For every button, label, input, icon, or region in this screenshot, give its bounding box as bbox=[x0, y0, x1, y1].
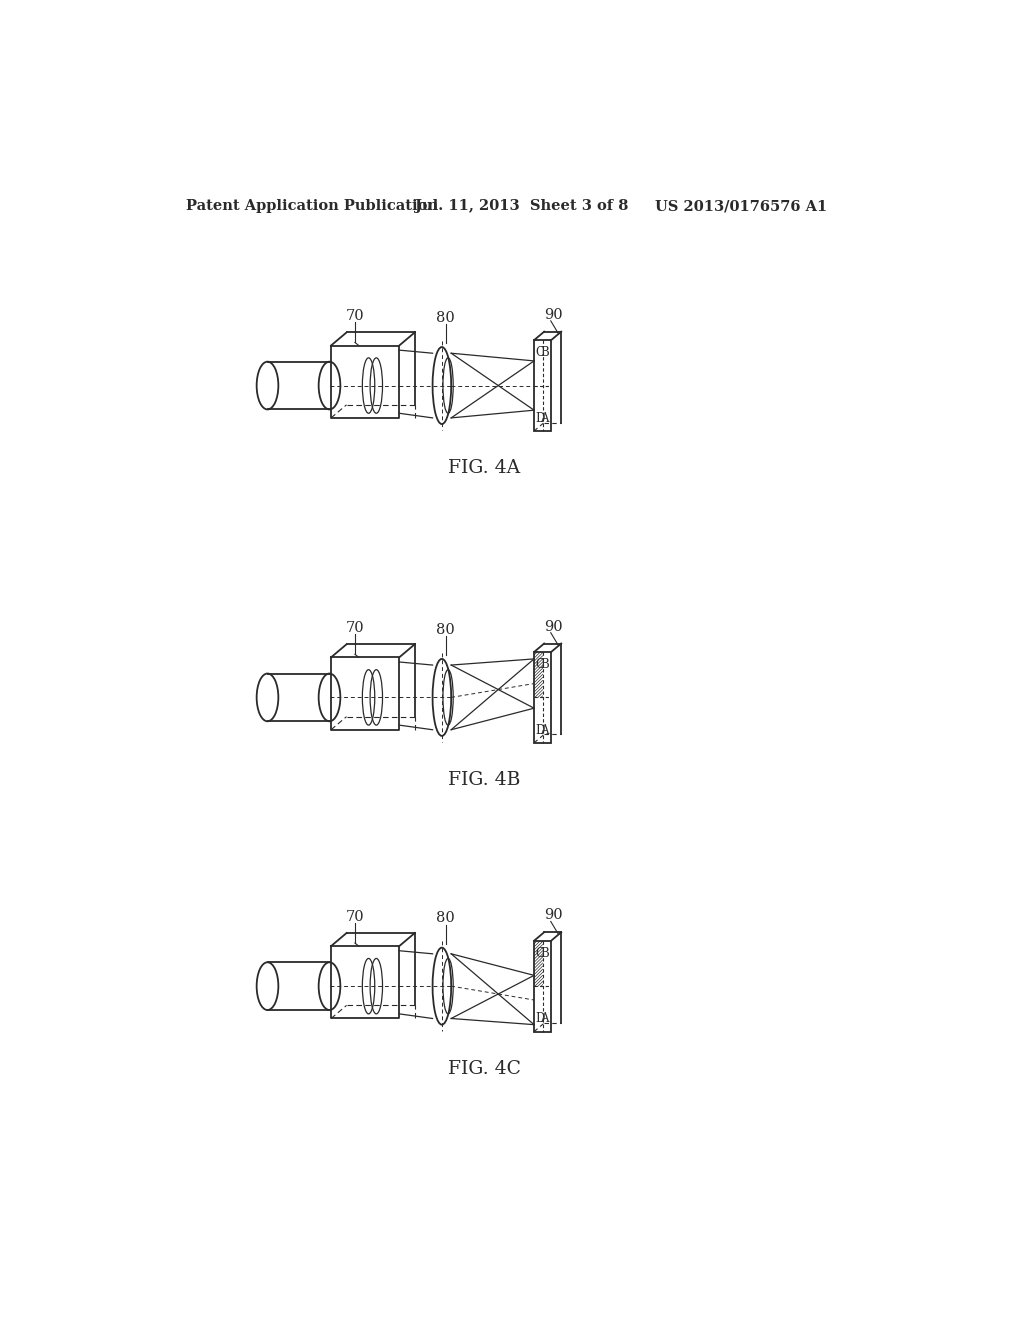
Text: 70: 70 bbox=[346, 622, 365, 635]
Text: 80: 80 bbox=[436, 623, 455, 636]
Text: C: C bbox=[536, 659, 545, 671]
Text: Jul. 11, 2013  Sheet 3 of 8: Jul. 11, 2013 Sheet 3 of 8 bbox=[415, 199, 628, 213]
Text: US 2013/0176576 A1: US 2013/0176576 A1 bbox=[655, 199, 827, 213]
Text: D: D bbox=[536, 412, 545, 425]
Text: A: A bbox=[541, 723, 549, 737]
Bar bbox=[535, 652, 551, 743]
Text: FIG. 4A: FIG. 4A bbox=[449, 459, 520, 477]
Text: 90: 90 bbox=[545, 908, 563, 923]
Bar bbox=[535, 941, 551, 1032]
Text: 70: 70 bbox=[346, 309, 365, 323]
Text: 70: 70 bbox=[346, 909, 365, 924]
Text: D: D bbox=[536, 723, 545, 737]
Text: FIG. 4B: FIG. 4B bbox=[449, 771, 520, 789]
Text: FIG. 4C: FIG. 4C bbox=[449, 1060, 521, 1077]
Text: D: D bbox=[536, 1012, 545, 1026]
Text: C: C bbox=[536, 946, 545, 960]
Text: Patent Application Publication: Patent Application Publication bbox=[186, 199, 438, 213]
Text: 80: 80 bbox=[436, 911, 455, 925]
Text: B: B bbox=[540, 346, 549, 359]
Text: A: A bbox=[541, 412, 549, 425]
Bar bbox=[535, 341, 551, 432]
Text: 80: 80 bbox=[436, 310, 455, 325]
Text: B: B bbox=[540, 946, 549, 960]
Text: C: C bbox=[536, 346, 545, 359]
Text: B: B bbox=[540, 659, 549, 671]
Text: A: A bbox=[541, 1012, 549, 1026]
Text: 90: 90 bbox=[545, 308, 563, 322]
Text: 90: 90 bbox=[545, 619, 563, 634]
